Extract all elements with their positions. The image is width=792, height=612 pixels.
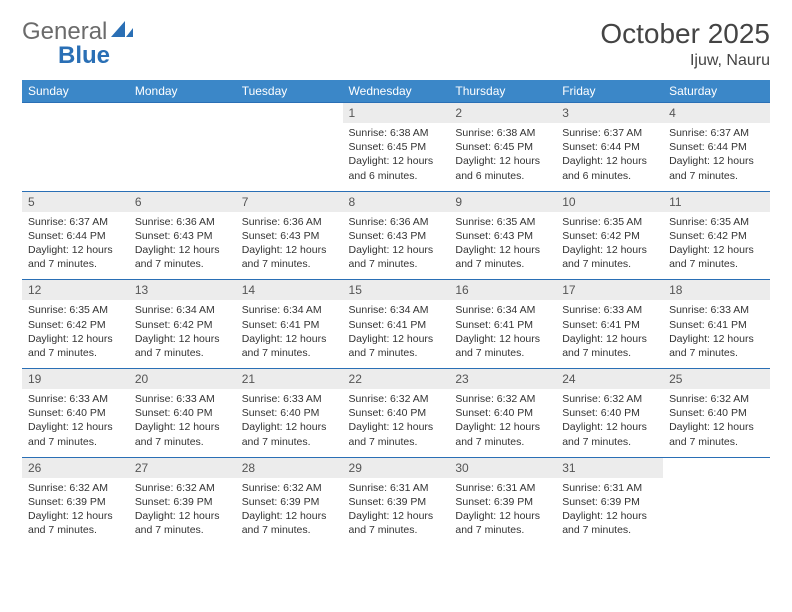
day-detail-cell: Sunrise: 6:32 AM Sunset: 6:39 PM Dayligh… <box>129 478 236 546</box>
day-number-cell <box>663 457 770 478</box>
day-detail-cell: Sunrise: 6:32 AM Sunset: 6:40 PM Dayligh… <box>556 389 663 457</box>
day-number-cell: 11 <box>663 191 770 212</box>
day-number-row: 567891011 <box>22 191 770 212</box>
day-number-cell: 4 <box>663 103 770 124</box>
logo-text-blue-wrap: Blue <box>58 42 110 70</box>
header: General October 2025 Ijuw, Nauru <box>22 18 770 70</box>
location-label: Ijuw, Nauru <box>600 52 770 70</box>
day-number-cell: 3 <box>556 103 663 124</box>
day-detail-cell <box>236 123 343 191</box>
day-number-cell: 16 <box>449 280 556 301</box>
day-number-cell: 24 <box>556 369 663 390</box>
logo-sail-icon <box>111 18 133 46</box>
day-detail-cell: Sunrise: 6:35 AM Sunset: 6:42 PM Dayligh… <box>22 300 129 368</box>
day-detail-cell <box>129 123 236 191</box>
weekday-header: Monday <box>129 80 236 103</box>
day-detail-row: Sunrise: 6:32 AM Sunset: 6:39 PM Dayligh… <box>22 478 770 546</box>
day-number-cell: 13 <box>129 280 236 301</box>
weekday-header: Thursday <box>449 80 556 103</box>
day-detail-cell: Sunrise: 6:34 AM Sunset: 6:41 PM Dayligh… <box>449 300 556 368</box>
day-detail-cell: Sunrise: 6:33 AM Sunset: 6:40 PM Dayligh… <box>236 389 343 457</box>
day-number-row: 12131415161718 <box>22 280 770 301</box>
day-number-cell: 22 <box>343 369 450 390</box>
day-number-cell: 6 <box>129 191 236 212</box>
day-number-cell: 7 <box>236 191 343 212</box>
day-number-cell: 2 <box>449 103 556 124</box>
day-detail-cell: Sunrise: 6:35 AM Sunset: 6:42 PM Dayligh… <box>663 212 770 280</box>
weekday-header: Tuesday <box>236 80 343 103</box>
day-detail-cell: Sunrise: 6:33 AM Sunset: 6:40 PM Dayligh… <box>129 389 236 457</box>
day-number-cell <box>236 103 343 124</box>
day-detail-cell: Sunrise: 6:36 AM Sunset: 6:43 PM Dayligh… <box>236 212 343 280</box>
day-number-cell: 14 <box>236 280 343 301</box>
day-detail-cell: Sunrise: 6:37 AM Sunset: 6:44 PM Dayligh… <box>22 212 129 280</box>
day-number-row: 262728293031 <box>22 457 770 478</box>
day-detail-cell <box>663 478 770 546</box>
day-detail-cell: Sunrise: 6:32 AM Sunset: 6:40 PM Dayligh… <box>663 389 770 457</box>
day-number-cell: 26 <box>22 457 129 478</box>
day-number-cell: 20 <box>129 369 236 390</box>
weekday-header: Saturday <box>663 80 770 103</box>
day-number-cell: 28 <box>236 457 343 478</box>
day-detail-cell: Sunrise: 6:36 AM Sunset: 6:43 PM Dayligh… <box>343 212 450 280</box>
day-number-cell: 10 <box>556 191 663 212</box>
day-number-cell: 21 <box>236 369 343 390</box>
day-detail-cell: Sunrise: 6:32 AM Sunset: 6:39 PM Dayligh… <box>236 478 343 546</box>
day-number-cell: 1 <box>343 103 450 124</box>
day-number-cell: 18 <box>663 280 770 301</box>
day-detail-cell <box>22 123 129 191</box>
day-detail-cell: Sunrise: 6:32 AM Sunset: 6:40 PM Dayligh… <box>343 389 450 457</box>
day-number-cell: 12 <box>22 280 129 301</box>
weekday-header: Friday <box>556 80 663 103</box>
day-detail-cell: Sunrise: 6:33 AM Sunset: 6:41 PM Dayligh… <box>663 300 770 368</box>
day-number-cell: 15 <box>343 280 450 301</box>
day-detail-cell: Sunrise: 6:38 AM Sunset: 6:45 PM Dayligh… <box>449 123 556 191</box>
day-detail-row: Sunrise: 6:38 AM Sunset: 6:45 PM Dayligh… <box>22 123 770 191</box>
day-detail-cell: Sunrise: 6:34 AM Sunset: 6:42 PM Dayligh… <box>129 300 236 368</box>
day-detail-cell: Sunrise: 6:31 AM Sunset: 6:39 PM Dayligh… <box>343 478 450 546</box>
day-detail-cell: Sunrise: 6:34 AM Sunset: 6:41 PM Dayligh… <box>343 300 450 368</box>
day-detail-cell: Sunrise: 6:37 AM Sunset: 6:44 PM Dayligh… <box>663 123 770 191</box>
day-number-cell: 27 <box>129 457 236 478</box>
month-title: October 2025 <box>600 18 770 50</box>
day-number-cell <box>22 103 129 124</box>
day-detail-cell: Sunrise: 6:31 AM Sunset: 6:39 PM Dayligh… <box>556 478 663 546</box>
day-detail-cell: Sunrise: 6:32 AM Sunset: 6:39 PM Dayligh… <box>22 478 129 546</box>
day-number-cell: 5 <box>22 191 129 212</box>
day-detail-cell: Sunrise: 6:33 AM Sunset: 6:40 PM Dayligh… <box>22 389 129 457</box>
day-number-cell: 19 <box>22 369 129 390</box>
weekday-header-row: Sunday Monday Tuesday Wednesday Thursday… <box>22 80 770 103</box>
day-number-cell: 25 <box>663 369 770 390</box>
day-number-cell: 31 <box>556 457 663 478</box>
weekday-header: Sunday <box>22 80 129 103</box>
day-number-row: 19202122232425 <box>22 369 770 390</box>
calendar-table: Sunday Monday Tuesday Wednesday Thursday… <box>22 80 770 545</box>
day-detail-cell: Sunrise: 6:34 AM Sunset: 6:41 PM Dayligh… <box>236 300 343 368</box>
day-number-cell: 8 <box>343 191 450 212</box>
day-number-cell: 30 <box>449 457 556 478</box>
day-number-row: 1234 <box>22 103 770 124</box>
logo-text-blue: Blue <box>58 42 110 69</box>
day-detail-cell: Sunrise: 6:33 AM Sunset: 6:41 PM Dayligh… <box>556 300 663 368</box>
day-detail-cell: Sunrise: 6:35 AM Sunset: 6:42 PM Dayligh… <box>556 212 663 280</box>
day-number-cell: 29 <box>343 457 450 478</box>
day-detail-cell: Sunrise: 6:37 AM Sunset: 6:44 PM Dayligh… <box>556 123 663 191</box>
day-number-cell <box>129 103 236 124</box>
day-detail-row: Sunrise: 6:37 AM Sunset: 6:44 PM Dayligh… <box>22 212 770 280</box>
day-detail-cell: Sunrise: 6:36 AM Sunset: 6:43 PM Dayligh… <box>129 212 236 280</box>
day-number-cell: 9 <box>449 191 556 212</box>
day-detail-row: Sunrise: 6:33 AM Sunset: 6:40 PM Dayligh… <box>22 389 770 457</box>
day-detail-cell: Sunrise: 6:38 AM Sunset: 6:45 PM Dayligh… <box>343 123 450 191</box>
title-block: October 2025 Ijuw, Nauru <box>600 18 770 70</box>
weekday-header: Wednesday <box>343 80 450 103</box>
day-detail-cell: Sunrise: 6:35 AM Sunset: 6:43 PM Dayligh… <box>449 212 556 280</box>
day-detail-cell: Sunrise: 6:31 AM Sunset: 6:39 PM Dayligh… <box>449 478 556 546</box>
day-number-cell: 23 <box>449 369 556 390</box>
day-number-cell: 17 <box>556 280 663 301</box>
day-detail-cell: Sunrise: 6:32 AM Sunset: 6:40 PM Dayligh… <box>449 389 556 457</box>
day-detail-row: Sunrise: 6:35 AM Sunset: 6:42 PM Dayligh… <box>22 300 770 368</box>
